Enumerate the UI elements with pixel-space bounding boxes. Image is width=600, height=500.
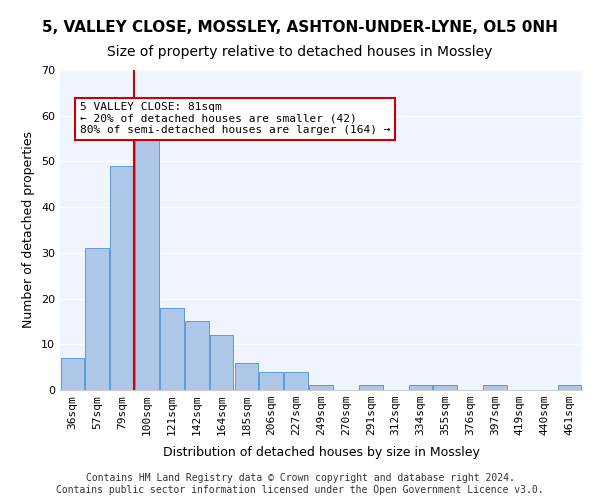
Bar (135, 130, 159, 390)
Bar (483, 386, 507, 390)
Text: Size of property relative to detached houses in Mossley: Size of property relative to detached ho… (107, 45, 493, 59)
Y-axis label: Number of detached properties: Number of detached properties (22, 132, 35, 328)
Bar (235, 362, 258, 390)
Bar (259, 372, 283, 390)
Bar (210, 335, 233, 390)
Bar (359, 386, 383, 390)
Bar (85, 248, 109, 390)
Bar (160, 308, 184, 390)
Bar (409, 386, 432, 390)
Text: 5 VALLEY CLOSE: 81sqm
← 20% of detached houses are smaller (42)
80% of semi-deta: 5 VALLEY CLOSE: 81sqm ← 20% of detached … (80, 102, 391, 135)
Bar (558, 386, 581, 390)
Text: Contains HM Land Registry data © Crown copyright and database right 2024.
Contai: Contains HM Land Registry data © Crown c… (56, 474, 544, 495)
Bar (284, 372, 308, 390)
X-axis label: Distribution of detached houses by size in Mossley: Distribution of detached houses by size … (163, 446, 479, 460)
Bar (433, 386, 457, 390)
Bar (309, 386, 333, 390)
Bar (61, 358, 84, 390)
Bar (185, 322, 209, 390)
Bar (110, 166, 134, 390)
Text: 5, VALLEY CLOSE, MOSSLEY, ASHTON-UNDER-LYNE, OL5 0NH: 5, VALLEY CLOSE, MOSSLEY, ASHTON-UNDER-L… (42, 20, 558, 35)
